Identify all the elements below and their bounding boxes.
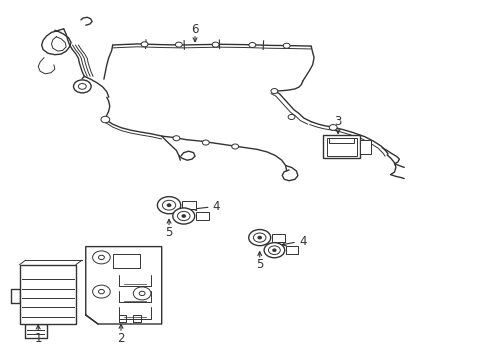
Circle shape [98, 255, 104, 260]
Circle shape [139, 291, 145, 296]
Circle shape [273, 249, 276, 251]
Circle shape [141, 42, 148, 47]
Circle shape [175, 42, 182, 47]
Text: 5: 5 [256, 258, 264, 271]
Circle shape [258, 237, 261, 239]
Circle shape [202, 140, 209, 145]
Circle shape [162, 200, 176, 210]
Circle shape [182, 215, 185, 217]
Circle shape [249, 42, 256, 48]
Text: 2: 2 [117, 332, 125, 345]
Circle shape [74, 80, 91, 93]
Bar [182, 201, 196, 210]
Bar [20, 265, 76, 324]
Circle shape [264, 243, 285, 258]
Circle shape [78, 84, 86, 89]
Bar [196, 212, 209, 220]
Circle shape [133, 287, 151, 300]
Circle shape [101, 116, 110, 123]
Circle shape [157, 197, 181, 214]
Circle shape [232, 144, 239, 149]
Circle shape [173, 136, 180, 141]
Text: 3: 3 [334, 115, 342, 128]
Circle shape [249, 230, 270, 246]
Circle shape [288, 114, 295, 120]
Text: 5: 5 [165, 226, 173, 239]
Circle shape [93, 285, 110, 298]
Bar [360, 139, 371, 154]
Text: 4: 4 [299, 235, 307, 248]
Circle shape [269, 246, 280, 255]
Circle shape [93, 251, 110, 264]
Circle shape [168, 204, 171, 206]
Circle shape [177, 211, 190, 221]
Circle shape [271, 89, 278, 94]
Circle shape [173, 208, 195, 224]
Circle shape [212, 42, 219, 47]
Text: 1: 1 [34, 332, 42, 345]
Circle shape [98, 289, 104, 294]
Circle shape [253, 233, 266, 242]
Bar [323, 135, 360, 158]
Text: 6: 6 [191, 23, 199, 36]
Bar [286, 246, 298, 254]
Circle shape [283, 43, 290, 48]
Bar [329, 138, 354, 143]
Bar [327, 138, 357, 156]
Bar [272, 234, 285, 242]
Circle shape [329, 125, 337, 130]
Text: 4: 4 [213, 201, 220, 213]
